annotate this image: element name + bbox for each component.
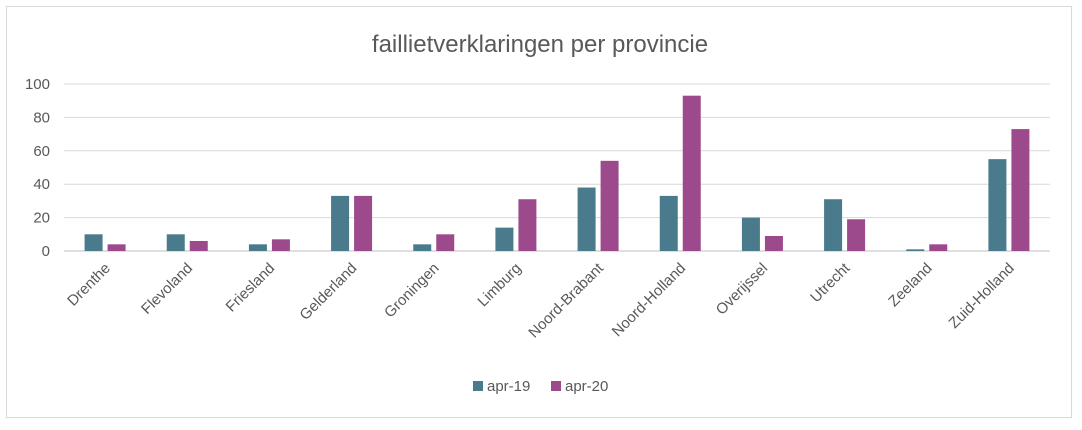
x-tick-label: Noord-Holland [609,260,689,340]
legend-label: apr-19 [487,378,530,395]
y-tick-label: 100 [25,76,50,93]
legend-swatch [473,381,483,391]
chart-frame [6,6,1072,418]
chart-title: faillietverklaringen per provincie [372,31,708,58]
bar-apr-20-zuid-holland [1011,129,1030,251]
x-tick-label: Flevoland [138,260,196,318]
bars [84,95,1030,251]
bar-apr-19-zeeland [906,249,925,251]
bar-apr-19-drenthe [84,234,103,251]
x-axis: Drenthe Flevoland Friesland Gelderland Groni… [64,259,1018,341]
y-tick-label: 0 [42,243,50,260]
bar-apr-20-friesland [271,239,290,251]
legend-swatch [551,381,561,391]
bar-apr-20-overijssel [764,235,783,251]
legend-label: apr-20 [565,378,608,395]
x-tick-label: Noord-Brabant [525,259,607,341]
bar-apr-19-noord-holland [659,195,678,251]
x-tick-label: Friesland [223,260,279,316]
gridlines [64,83,1050,252]
bar-apr-19-limburg [495,227,514,251]
bar-apr-19-flevoland [166,234,185,251]
bar-apr-20-limburg [518,199,537,251]
x-tick-label: Zeeland [885,260,935,310]
x-tick-label: Overijssel [713,260,772,319]
y-tick-label: 20 [33,210,50,227]
bar-apr-19-utrecht [824,199,843,251]
bar-apr-19-friesland [248,244,267,251]
bar-apr-20-noord-holland [682,95,701,251]
x-tick-label: Gelderland [296,260,360,324]
legend: apr-19 apr-20 [473,378,608,395]
x-tick-label: Zuid-Holland [946,260,1018,332]
bar-apr-20-zeeland [929,244,948,251]
y-tick-label: 60 [33,143,50,160]
x-tick-label: Drenthe [64,260,114,310]
bar-apr-19-zuid-holland [988,159,1007,251]
x-tick-label: Limburg [474,260,524,310]
x-tick-label: Groningen [381,260,443,322]
bar-apr-20-flevoland [189,240,208,251]
x-tick-label: Utrecht [807,259,854,306]
bar-apr-19-groningen [413,244,432,251]
bar-apr-20-drenthe [107,244,126,251]
bar-apr-20-gelderland [354,195,373,251]
bar-apr-19-gelderland [331,195,350,251]
bar-apr-20-utrecht [847,219,866,251]
bar-apr-20-groningen [436,234,455,251]
bar-apr-19-noord-brabant [577,187,596,251]
y-tick-label: 80 [33,109,50,126]
bar-apr-20-noord-brabant [600,160,619,251]
bar-apr-19-overijssel [741,217,760,251]
y-axis: 0 20 40 60 80 100 [25,76,50,260]
y-tick-label: 40 [33,176,50,193]
